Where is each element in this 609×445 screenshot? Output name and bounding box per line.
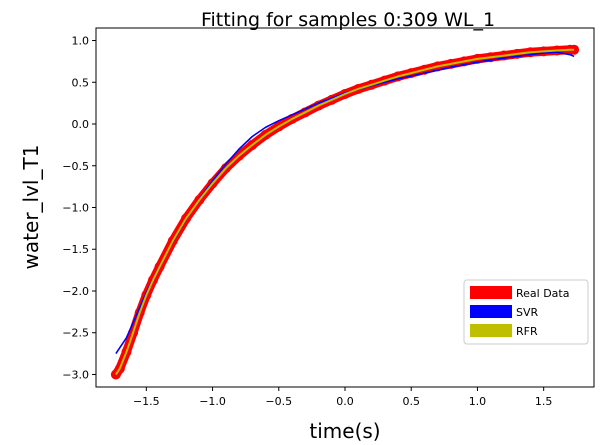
- legend: Real Data SVR RFR: [463, 279, 589, 345]
- x-tick-label: −1.5: [133, 395, 160, 408]
- x-tick-label: 0.5: [402, 395, 420, 408]
- chart-title: Fitting for samples 0:309 WL_1: [201, 9, 495, 31]
- series-rfr-line: [115, 48, 575, 376]
- y-tick-label: 0.0: [72, 118, 90, 131]
- legend-swatch: [470, 324, 512, 337]
- y-axis-title: water_lvl_T1: [19, 145, 43, 270]
- x-axis-title: time(s): [309, 419, 380, 443]
- y-tick-label: −2.5: [62, 327, 89, 340]
- legend-swatch: [470, 286, 512, 299]
- y-tick-label: −1.0: [62, 202, 89, 215]
- legend-label: RFR: [516, 325, 538, 338]
- y-tick-label: −1.5: [62, 243, 89, 256]
- y-tick-label: −2.0: [62, 285, 89, 298]
- x-tick-label: 1.0: [469, 395, 487, 408]
- y-tick-label: −0.5: [62, 160, 89, 173]
- y-axis: −3.0 −2.5 −2.0 −1.5 −1.0 −0.5 0.0 0.5 1.0: [62, 35, 96, 381]
- plot-area: [95, 27, 595, 388]
- x-tick-label: 0.0: [336, 395, 354, 408]
- real-data-point: [569, 44, 580, 55]
- legend-label: SVR: [516, 306, 539, 319]
- x-axis: −1.5 −1.0 −0.5 0.0 0.5 1.0 1.5: [133, 387, 552, 408]
- x-tick-label: −0.5: [265, 395, 292, 408]
- x-tick-label: −1.0: [199, 395, 226, 408]
- y-tick-label: 1.0: [72, 35, 90, 48]
- legend-items: Real Data SVR RFR: [470, 286, 569, 338]
- y-tick-label: −3.0: [62, 368, 89, 381]
- series-layer: [110, 44, 580, 380]
- y-tick-label: 0.5: [72, 76, 90, 89]
- legend-label: Real Data: [516, 287, 569, 300]
- legend-swatch: [470, 305, 512, 318]
- x-tick-label: 1.5: [535, 395, 553, 408]
